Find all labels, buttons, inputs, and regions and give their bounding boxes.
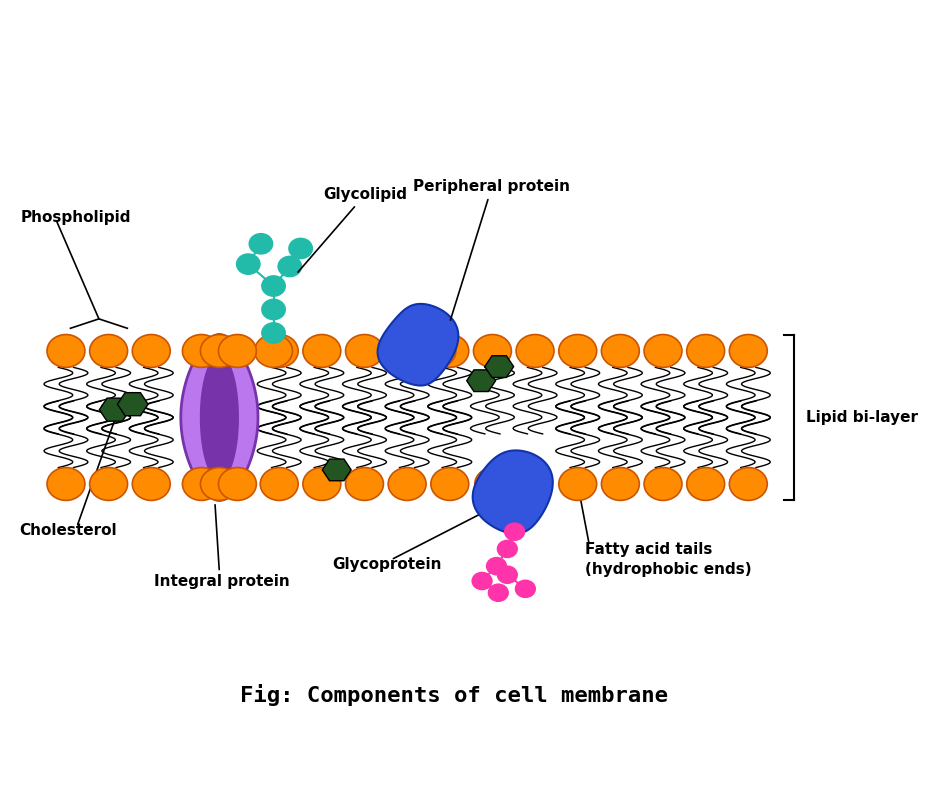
Circle shape [487, 558, 507, 574]
Circle shape [515, 580, 535, 597]
Polygon shape [473, 451, 553, 533]
Text: Fig: Components of cell membrane: Fig: Components of cell membrane [240, 684, 668, 706]
Polygon shape [466, 370, 495, 392]
Circle shape [47, 467, 85, 500]
Circle shape [200, 335, 239, 367]
Text: Lipid bi-layer: Lipid bi-layer [807, 410, 918, 425]
Circle shape [729, 335, 767, 367]
Circle shape [431, 467, 469, 500]
Polygon shape [378, 304, 459, 385]
Circle shape [380, 335, 418, 367]
Circle shape [289, 238, 312, 258]
Circle shape [260, 467, 298, 500]
Circle shape [237, 254, 260, 274]
Circle shape [489, 584, 509, 601]
Circle shape [262, 323, 285, 343]
Circle shape [644, 467, 682, 500]
Circle shape [475, 467, 512, 500]
Circle shape [89, 335, 128, 367]
Circle shape [602, 467, 639, 500]
Circle shape [516, 335, 554, 367]
Circle shape [602, 335, 639, 367]
Circle shape [687, 467, 725, 500]
Polygon shape [322, 459, 352, 481]
Circle shape [399, 335, 437, 367]
Circle shape [182, 467, 220, 500]
Circle shape [218, 467, 257, 500]
Circle shape [346, 467, 384, 500]
Circle shape [497, 566, 517, 583]
Circle shape [255, 335, 292, 367]
Circle shape [644, 335, 682, 367]
Circle shape [260, 335, 298, 367]
Circle shape [558, 335, 597, 367]
Circle shape [687, 335, 725, 367]
Text: Glycolipid: Glycolipid [298, 187, 407, 272]
Circle shape [303, 467, 341, 500]
Circle shape [133, 335, 170, 367]
Circle shape [388, 335, 426, 367]
Circle shape [262, 299, 285, 320]
Circle shape [474, 335, 511, 367]
Circle shape [431, 335, 469, 367]
Text: Peripheral protein: Peripheral protein [414, 179, 571, 320]
Circle shape [505, 523, 525, 541]
Text: Cholesterol: Cholesterol [19, 523, 117, 538]
Text: Fatty acid tails
(hydrophobic ends): Fatty acid tails (hydrophobic ends) [585, 542, 752, 578]
Text: Integral protein: Integral protein [154, 574, 290, 589]
Circle shape [249, 233, 273, 254]
Circle shape [262, 276, 285, 296]
Circle shape [418, 335, 456, 367]
Circle shape [182, 335, 220, 367]
Text: Glycoprotein: Glycoprotein [332, 557, 442, 572]
Circle shape [497, 541, 517, 558]
Circle shape [133, 467, 170, 500]
Polygon shape [118, 392, 149, 416]
Polygon shape [485, 355, 513, 377]
Circle shape [472, 572, 492, 589]
Circle shape [278, 256, 302, 277]
Circle shape [729, 467, 767, 500]
Polygon shape [180, 335, 258, 500]
Circle shape [303, 335, 341, 367]
Circle shape [388, 467, 426, 500]
Circle shape [218, 335, 257, 367]
Circle shape [89, 467, 128, 500]
Circle shape [346, 335, 384, 367]
Circle shape [512, 467, 551, 500]
Text: Phospholipid: Phospholipid [21, 210, 132, 225]
Circle shape [558, 467, 597, 500]
Polygon shape [100, 398, 130, 421]
Circle shape [200, 467, 239, 500]
Polygon shape [200, 355, 238, 480]
Circle shape [47, 335, 85, 367]
